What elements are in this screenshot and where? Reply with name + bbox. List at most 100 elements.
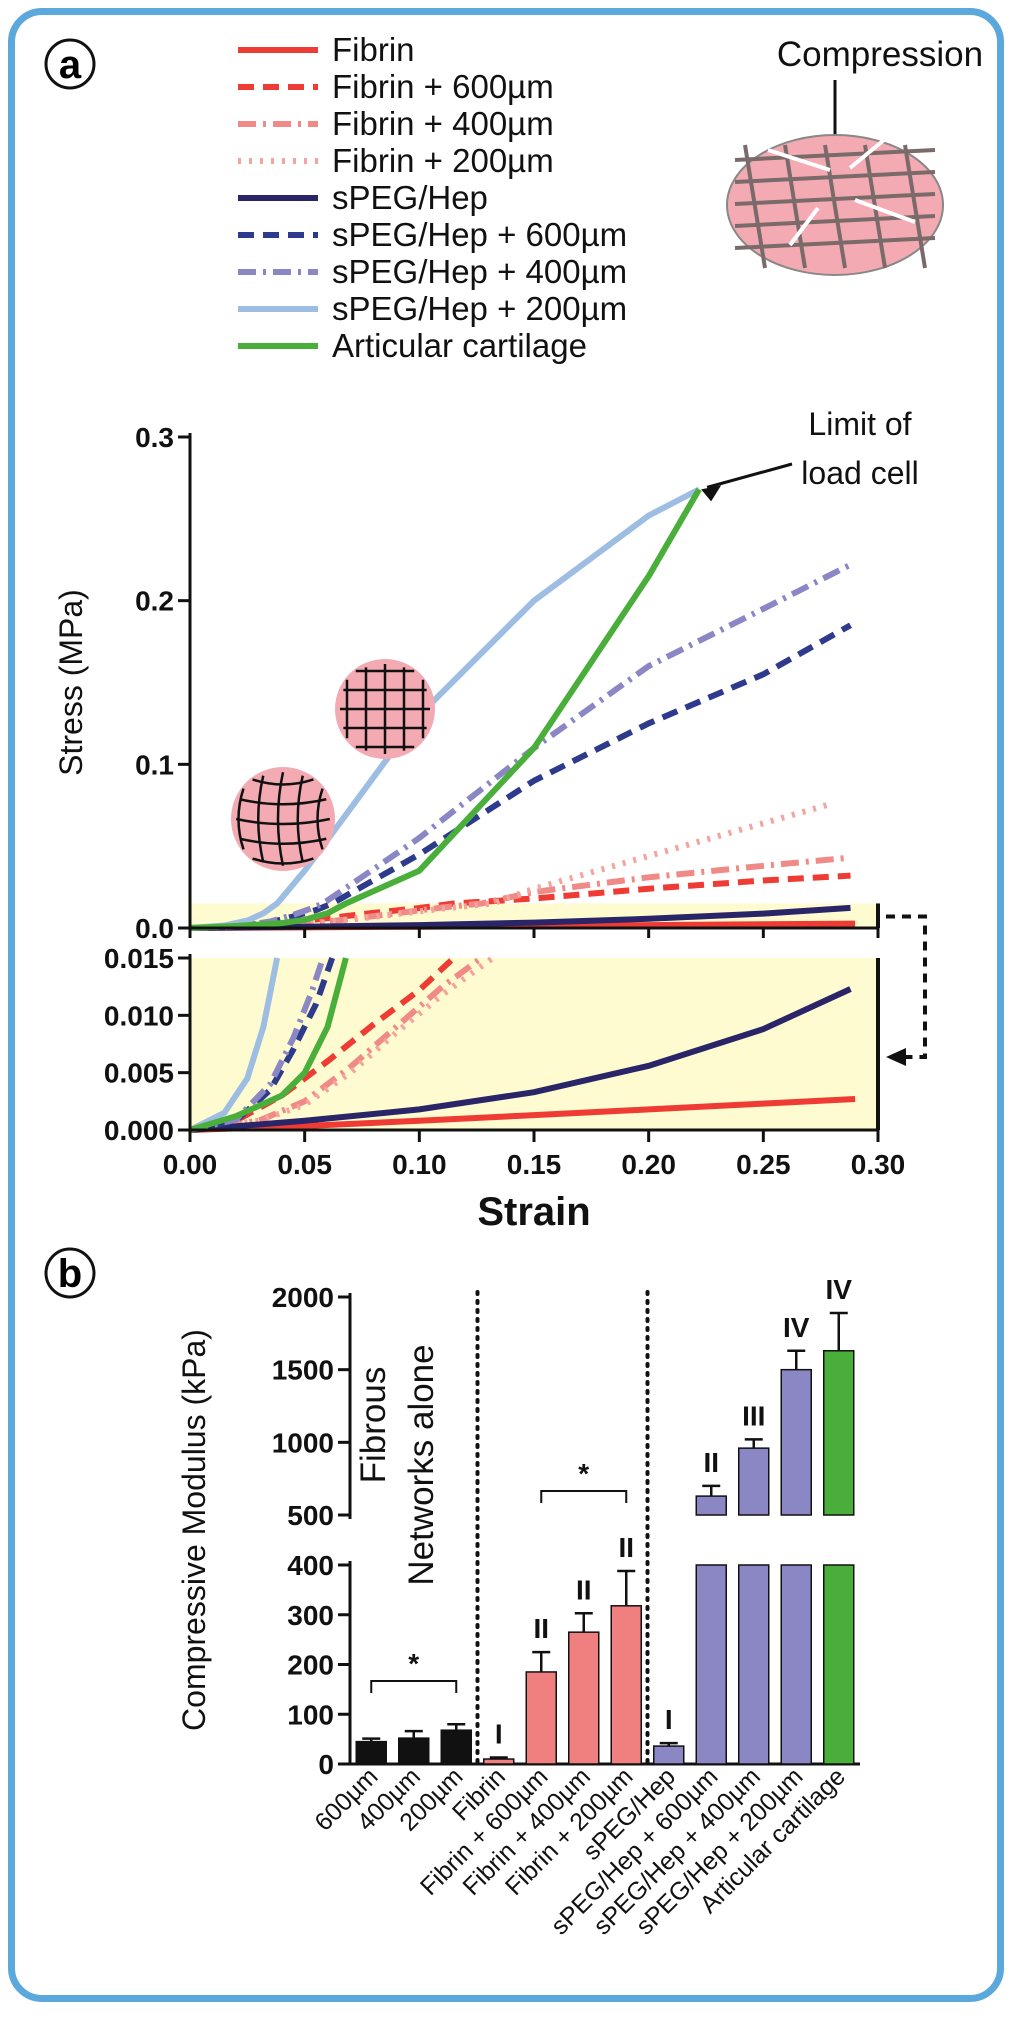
panel-a-label: a xyxy=(59,43,82,87)
limit-arrow-head xyxy=(701,485,722,502)
series-line xyxy=(189,486,701,931)
bar xyxy=(525,1671,557,1765)
panel-b-badge: b xyxy=(44,1247,96,1299)
y-tick-label: 1500 xyxy=(272,1355,334,1386)
grade-label: II xyxy=(576,1574,592,1605)
y-axis-title: Stress (MPa) xyxy=(53,589,89,776)
grade-label: IV xyxy=(783,1312,810,1343)
limit-arrow xyxy=(706,462,793,489)
deformed-mesh-icon xyxy=(231,767,335,871)
legend-entry: sPEG/Hep + 400µm xyxy=(332,253,627,290)
significance-star: * xyxy=(578,1458,589,1489)
bar xyxy=(653,1745,685,1765)
y-tick-label: 1000 xyxy=(272,1427,334,1458)
x-tick-label: 0.30 xyxy=(851,1149,906,1180)
inset-y-tick-label: 0.005 xyxy=(104,1058,174,1089)
grade-label: III xyxy=(742,1400,765,1431)
x-tick-label: 0.05 xyxy=(277,1149,332,1180)
limit-note-line1: Limit of xyxy=(808,406,911,442)
significance-star: * xyxy=(408,1648,419,1679)
bar-upper xyxy=(823,1350,855,1516)
figure-frame xyxy=(8,8,1004,2002)
series-line xyxy=(188,957,281,1133)
grid-fiber xyxy=(783,144,807,269)
panel-a-badge: a xyxy=(44,38,96,90)
grade-label: I xyxy=(665,1704,673,1735)
compression-schematic: Compression xyxy=(726,35,983,276)
mesh-disc xyxy=(231,767,335,871)
mesh-fiber xyxy=(252,857,314,865)
y-tick-label: 100 xyxy=(287,1699,334,1730)
legend-entry: Fibrin + 400µm xyxy=(332,105,554,142)
bar-upper xyxy=(780,1368,812,1516)
y-tick-label: 2000 xyxy=(272,1282,334,1313)
x-tick-label: 0.10 xyxy=(392,1149,447,1180)
series-line xyxy=(189,955,456,1133)
series-line xyxy=(189,562,852,931)
y-tick-label: 0.3 xyxy=(135,422,174,453)
x-tick-label: 0.15 xyxy=(507,1149,562,1180)
modulus-bar-chart: 0 100 200 300 400 500 1000 1500 2000 Compressive … xyxy=(176,1274,860,1940)
series-line xyxy=(189,1096,856,1133)
bar-upper xyxy=(738,1447,770,1516)
mesh-fiber xyxy=(239,798,327,806)
grid-fiber xyxy=(734,148,936,162)
x-tick-label: 0.20 xyxy=(621,1149,676,1180)
y-tick-label: 0.2 xyxy=(135,586,174,617)
mesh-fiber xyxy=(239,837,327,846)
bar xyxy=(738,1564,770,1765)
fibrous-note-line1: Fibrous xyxy=(354,1367,393,1484)
y-tick-label: 300 xyxy=(287,1600,334,1631)
bar xyxy=(355,1740,387,1765)
mesh-fiber xyxy=(276,771,285,867)
inset-y-tick-label: 0.015 xyxy=(104,943,174,974)
legend-entry: Articular cartilage xyxy=(332,327,587,364)
compression-label: Compression xyxy=(777,35,983,74)
x-tick-label: 0.25 xyxy=(736,1149,791,1180)
mesh-fiber xyxy=(296,775,304,863)
mesh-fiber xyxy=(256,775,265,863)
y-tick-label: 500 xyxy=(287,1500,334,1531)
zoom-link-arrowhead xyxy=(886,1048,906,1066)
legend-entry: sPEG/Hep + 200µm xyxy=(332,290,627,327)
bar xyxy=(823,1564,855,1765)
stress-strain-chart: 0.0 0.1 0.2 0.3 0.000 0.005 0.010 0.015 0.00 0.05… xyxy=(53,406,927,1234)
y-axis-title: Compressive Modulus (kPa) xyxy=(176,1329,212,1731)
series-line xyxy=(189,955,484,1133)
mesh-fiber xyxy=(316,788,324,850)
bar xyxy=(695,1564,727,1765)
grid-fiber xyxy=(734,236,936,250)
y-tick-label: 400 xyxy=(287,1550,334,1581)
bar xyxy=(780,1564,812,1765)
limit-note-line2: load cell xyxy=(801,455,918,491)
mesh-fiber xyxy=(252,778,314,786)
mesh-fiber xyxy=(235,817,331,826)
zoom-link-line xyxy=(886,914,927,1059)
grid-fiber xyxy=(734,192,936,206)
series-line xyxy=(189,622,852,931)
expansion-arrows xyxy=(767,133,916,247)
grade-label: IV xyxy=(826,1274,853,1305)
bar xyxy=(568,1631,600,1765)
bar xyxy=(610,1605,642,1765)
legend-entry: Fibrin + 200µm xyxy=(332,142,554,179)
significance-bracket xyxy=(540,1490,628,1503)
significance-bracket xyxy=(370,1680,458,1693)
fibrous-note-line2: Networks alone xyxy=(402,1344,441,1585)
grade-label: II xyxy=(618,1532,634,1563)
y-tick-label: 0 xyxy=(318,1749,334,1780)
grade-label: II xyxy=(533,1613,549,1644)
grade-label: I xyxy=(495,1719,503,1750)
grid-fiber xyxy=(734,170,936,184)
x-tick-label: 0.00 xyxy=(163,1149,218,1180)
y-tick-label: 200 xyxy=(287,1650,334,1681)
bar xyxy=(440,1729,472,1765)
bar xyxy=(398,1737,430,1765)
grid-fiber xyxy=(823,144,847,269)
straight-mesh-icon xyxy=(335,659,435,759)
panel-b-label: b xyxy=(58,1252,82,1296)
grade-label: II xyxy=(703,1447,719,1478)
series-line xyxy=(189,487,702,931)
